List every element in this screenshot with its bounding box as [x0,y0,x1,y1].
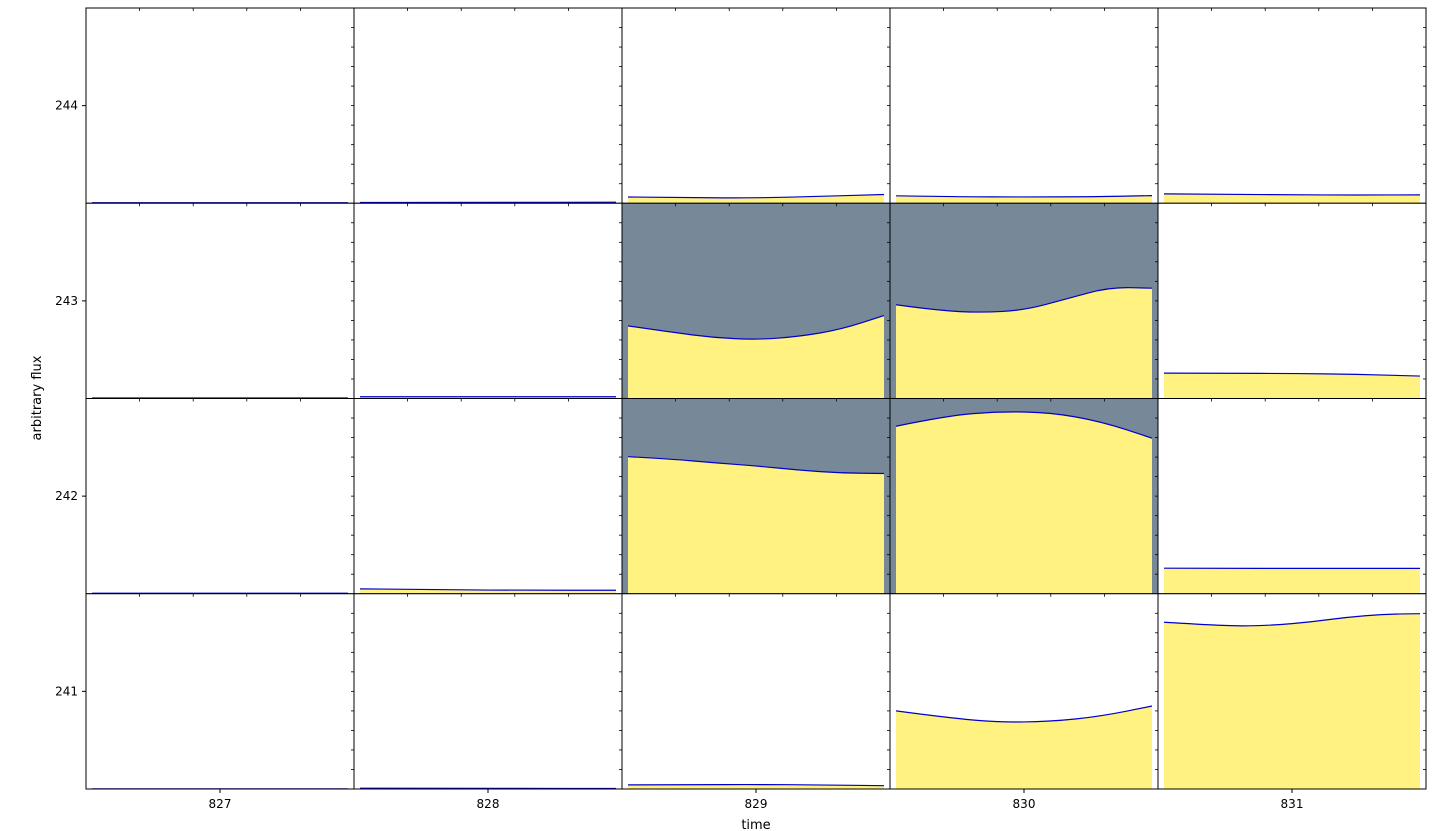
panel-242-831 [1157,398,1427,595]
panel-242-827 [85,398,355,595]
panel-242-828 [353,398,623,595]
panel-background [890,8,1158,204]
panel-244-831 [1157,7,1427,204]
flux-area [1164,193,1420,204]
labels-layer: time arbitrary flux [30,355,771,831]
panel-background [86,203,354,399]
panel-background [354,8,622,204]
flux-line [627,193,885,199]
panel-background [622,8,890,204]
panel-241-829 [621,593,891,790]
panel-background [354,593,622,789]
panel-244-829 [621,7,891,204]
flux-line [627,314,885,340]
panel-background [1158,8,1426,204]
x-tick-label: 828 [477,797,500,811]
x-axis-label: time [741,818,770,831]
panel-243-830 [889,202,1159,399]
flux-line [627,456,885,475]
flux-line [895,705,1153,723]
flux-area [1164,373,1420,399]
ticks-layer: 244 243 242 241 827 828 829 830 831 [55,99,1303,811]
flux-line [895,411,1153,439]
x-tick-label: 829 [745,797,768,811]
panel-244-828 [353,7,623,204]
panel-241-827 [85,593,355,790]
panel-background [1158,203,1426,399]
flux-area [628,784,884,789]
panel-242-830 [889,398,1159,595]
flux-area [628,456,884,594]
flux-area [628,315,884,399]
flux-line [627,783,885,787]
panel-244-827 [85,7,355,204]
x-tick-label: 830 [1013,797,1036,811]
flux-area [896,195,1152,204]
flux-line [1163,193,1421,196]
y-tick-label: 242 [55,489,78,503]
panel-243-828 [353,202,623,399]
flux-line [1163,613,1421,627]
flux-line [1163,372,1421,377]
panel-background [86,8,354,204]
panel-background [1158,398,1426,594]
panel-244-830 [889,7,1159,204]
flux-area [896,706,1152,789]
panel-background [354,203,622,399]
panel-241-828 [353,593,623,790]
flux-line [359,588,616,591]
y-tick-label: 241 [55,684,78,698]
flux-area [1164,568,1420,594]
panel-243-829 [621,202,891,399]
y-axis-label: arbitrary flux [30,355,45,440]
flux-line [895,287,1153,313]
x-tick-label: 831 [1281,797,1304,811]
flux-area [1164,613,1420,789]
y-tick-label: 243 [55,294,78,308]
panel-background [354,398,622,594]
panel-243-831 [1157,202,1427,399]
panel-background [622,593,890,789]
panel-241-830 [889,593,1159,790]
panels-layer [85,7,1427,790]
flux-area [896,411,1152,594]
panel-background [86,398,354,594]
panel-243-827 [85,202,355,399]
x-tick-label: 827 [209,797,232,811]
flux-area [360,588,616,594]
flux-line [895,195,1153,198]
flux-area [896,287,1152,399]
y-tick-label: 244 [55,99,78,113]
panel-241-831 [1157,593,1427,790]
panel-background [86,593,354,789]
panel-242-829 [621,398,891,595]
